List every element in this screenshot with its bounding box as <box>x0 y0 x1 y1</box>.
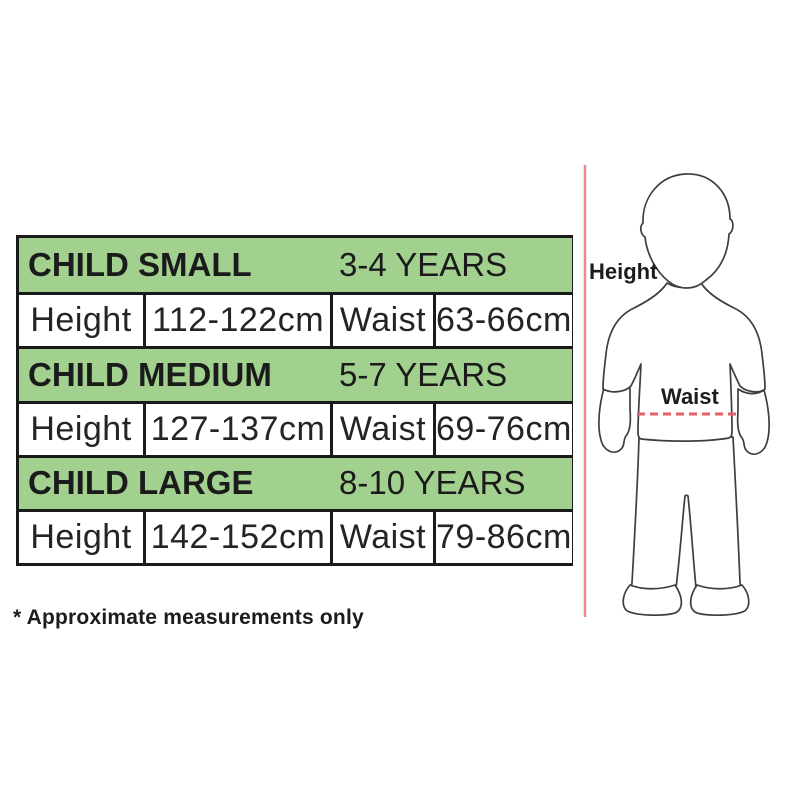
size-name: CHILD SMALL <box>28 246 252 284</box>
waist-label: Waist <box>330 295 433 347</box>
child-figure-diagram <box>583 165 770 617</box>
size-section-header-small: CHILD SMALL 3-4 YEARS <box>19 238 572 293</box>
waist-value: 69-76cm <box>433 403 572 455</box>
age-range: 8-10 YEARS <box>339 464 526 502</box>
size-name: CHILD LARGE <box>28 464 254 502</box>
height-value: 142-152cm <box>143 511 330 563</box>
size-table: CHILD SMALL 3-4 YEARS Height 112-122cm W… <box>16 235 573 566</box>
right-hand-outline <box>736 388 770 455</box>
waist-value: 63-66cm <box>433 295 572 347</box>
height-label: Height <box>30 409 132 448</box>
size-section-measurements-small: Height 112-122cm Waist 63-66cm <box>19 292 572 347</box>
age-range: 5-7 YEARS <box>339 355 508 393</box>
height-measurement-label: Height <box>589 259 658 284</box>
size-section-measurements-medium: Height 127-137cm Waist 69-76cm <box>19 400 572 455</box>
child-head-outline <box>639 173 734 289</box>
left-hand-outline <box>598 386 632 453</box>
right-shoe-outline <box>689 584 750 616</box>
size-section-header-large: CHILD LARGE 8-10 YEARS <box>19 454 572 509</box>
waist-value: 79-86cm <box>433 511 572 563</box>
footnote: * Approximate measurements only <box>13 606 364 629</box>
height-value: 112-122cm <box>143 295 330 347</box>
waist-measurement-label: Waist <box>661 384 719 409</box>
age-range: 3-4 YEARS <box>339 246 508 284</box>
height-value: 127-137cm <box>143 403 330 455</box>
child-torso-outline <box>602 282 766 442</box>
child-pants-outline <box>630 436 742 592</box>
waist-label: Waist <box>330 511 433 563</box>
size-section-header-medium: CHILD MEDIUM 5-7 YEARS <box>19 346 572 401</box>
waist-label: Waist <box>330 403 433 455</box>
height-label: Height <box>30 301 132 340</box>
height-label: Height <box>30 517 132 556</box>
size-name: CHILD MEDIUM <box>28 355 272 393</box>
size-section-measurements-large: Height 142-152cm Waist 79-86cm <box>19 508 572 563</box>
left-shoe-outline <box>622 584 683 616</box>
